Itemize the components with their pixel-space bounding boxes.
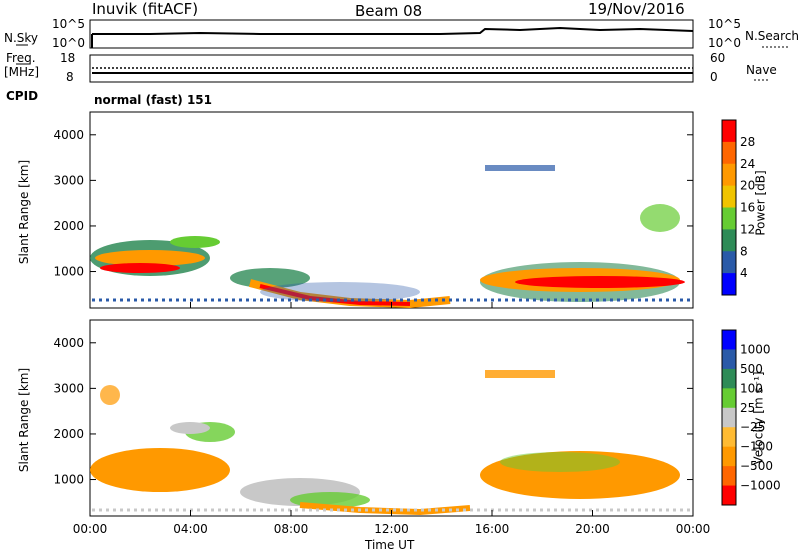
power-yaxis: 4000 3000 2000 1000 [53, 128, 693, 279]
power-blob-red-2 [515, 276, 685, 288]
vel-cbar-tick-0: 1000 [740, 342, 771, 356]
nave-tick-top: 60 [710, 51, 726, 65]
power-blob-blue-mid [260, 282, 420, 302]
vel-cbar-tick-2: 100 [740, 381, 763, 395]
vel-cbar-swatch-0 [722, 330, 736, 350]
power-blob-orange-1 [95, 250, 205, 266]
power-cbar-swatch-0 [722, 120, 736, 143]
power-cbar-tick-3: 16 [740, 201, 755, 215]
velocity-colorbar: 1000 500 100 25 −25 −100 −500 −1000 [721, 329, 781, 506]
power-cbar-tick-6: 4 [740, 266, 748, 280]
vel-cbar-tick-4: −25 [740, 420, 765, 434]
xtick-label-3: 12:00 [374, 522, 409, 536]
sky-panel-frame [89, 19, 694, 49]
cpid-value: normal (fast) 151 [94, 93, 212, 107]
nsky-line [92, 26, 694, 35]
power-blob-green-5 [640, 204, 680, 232]
vel-cbar-swatch-2 [722, 368, 736, 389]
power-cbar-tick-2: 20 [740, 179, 755, 193]
power-arc-red [259, 284, 411, 306]
vel-cbar-swatch-4 [722, 407, 736, 428]
power-colorbar: 28 24 20 16 12 8 4 [721, 119, 755, 296]
velocity-heatmap [90, 370, 693, 516]
cpid-label: CPID [6, 89, 39, 103]
vel-cbar-swatch-7 [722, 466, 736, 487]
xaxis-label: Time UT [365, 538, 415, 552]
date-label: 19/Nov/2016 [588, 0, 685, 18]
vel-cbar-swatch-8 [722, 485, 736, 506]
power-cbar-swatch-7 [722, 273, 736, 296]
vel-cbar-swatch-6 [722, 446, 736, 467]
xtick-label-2: 08:00 [274, 522, 309, 536]
vel-blob-orange-1 [90, 448, 230, 492]
vel-cbar-frame [721, 329, 737, 506]
nsky-tick-top: 10^5 [52, 17, 85, 31]
velocity-yaxis: 4000 3000 2000 1000 [53, 336, 693, 487]
ytick-label-2: 2000 [53, 219, 84, 233]
power-cbar-swatch-1 [722, 141, 736, 165]
xtick-label-6: 00:00 [676, 522, 711, 536]
ytick-label-1: 3000 [53, 173, 84, 187]
vel-blob-grey-1 [170, 422, 210, 434]
nave-tick-bottom: 0 [710, 70, 718, 84]
xtick-label-4: 16:00 [475, 522, 510, 536]
vel-cbar-tick-5: −100 [740, 440, 773, 454]
power-cbar-frame [721, 119, 737, 296]
ytick-label-0: 4000 [53, 128, 84, 142]
nave-label: Nave [746, 63, 777, 77]
ytick-label-2: 2000 [53, 427, 84, 441]
vel-cbar-swatch-1 [722, 349, 736, 370]
ytick-label-0: 4000 [53, 336, 84, 350]
ytick-label-3: 1000 [53, 473, 84, 487]
vel-cbar-tick-1: 500 [740, 362, 763, 376]
nsky-label: N.Sky [4, 31, 39, 45]
vel-cbar-tick-3: 25 [740, 401, 755, 415]
power-cbar-swatch-6 [722, 251, 736, 274]
power-heatmap [90, 165, 693, 309]
vel-cbar-swatch-3 [722, 388, 736, 409]
power-blob-red-1 [100, 263, 180, 273]
vel-cbar-tick-7: −1000 [740, 479, 781, 493]
xtick-label-5: 20:00 [575, 522, 610, 536]
ytick-label-3: 1000 [53, 265, 84, 279]
freq-unit-label: [MHz] [4, 65, 40, 79]
power-cbar-swatch-3 [722, 185, 736, 208]
x-axis: 00:00 04:00 08:00 12:00 16:00 20:00 00:00 [73, 302, 711, 536]
power-cbar-tick-0: 28 [740, 135, 755, 149]
vel-blob-green-3 [500, 452, 620, 472]
power-cbar-swatch-2 [722, 163, 736, 187]
power-cbar-swatch-5 [722, 229, 736, 252]
vel-blob-orange-3 [100, 385, 120, 405]
nsearch-tick-top: 10^5 [708, 17, 741, 31]
nsearch-tick-bottom: 10^0 [708, 36, 741, 50]
power-cbar-tick-1: 24 [740, 157, 755, 171]
power-cbar-tick-5: 8 [740, 244, 748, 258]
power-cbar-tick-4: 12 [740, 222, 755, 236]
xtick-label-0: 00:00 [73, 522, 108, 536]
ytick-label-1: 3000 [53, 381, 84, 395]
nsearch-label: N.Search [745, 29, 800, 43]
xtick-label-1: 04:00 [173, 522, 208, 536]
freq-label: Freq. [6, 51, 36, 65]
power-blob-green-2 [170, 236, 220, 248]
station-title: Inuvik (fitACF) [92, 0, 199, 18]
nsky-tick-bottom: 10^0 [52, 36, 85, 50]
power-cbar-swatch-4 [722, 207, 736, 230]
vel-cbar-tick-6: −500 [740, 459, 773, 473]
beam-label: Beam 08 [355, 2, 423, 20]
vel-high-range-echo [485, 370, 555, 378]
freq-tick-top: 18 [60, 51, 76, 65]
freq-tick-bottom: 8 [66, 70, 74, 84]
power-high-range-echo [485, 165, 555, 171]
vel-cbar-swatch-5 [722, 427, 736, 448]
